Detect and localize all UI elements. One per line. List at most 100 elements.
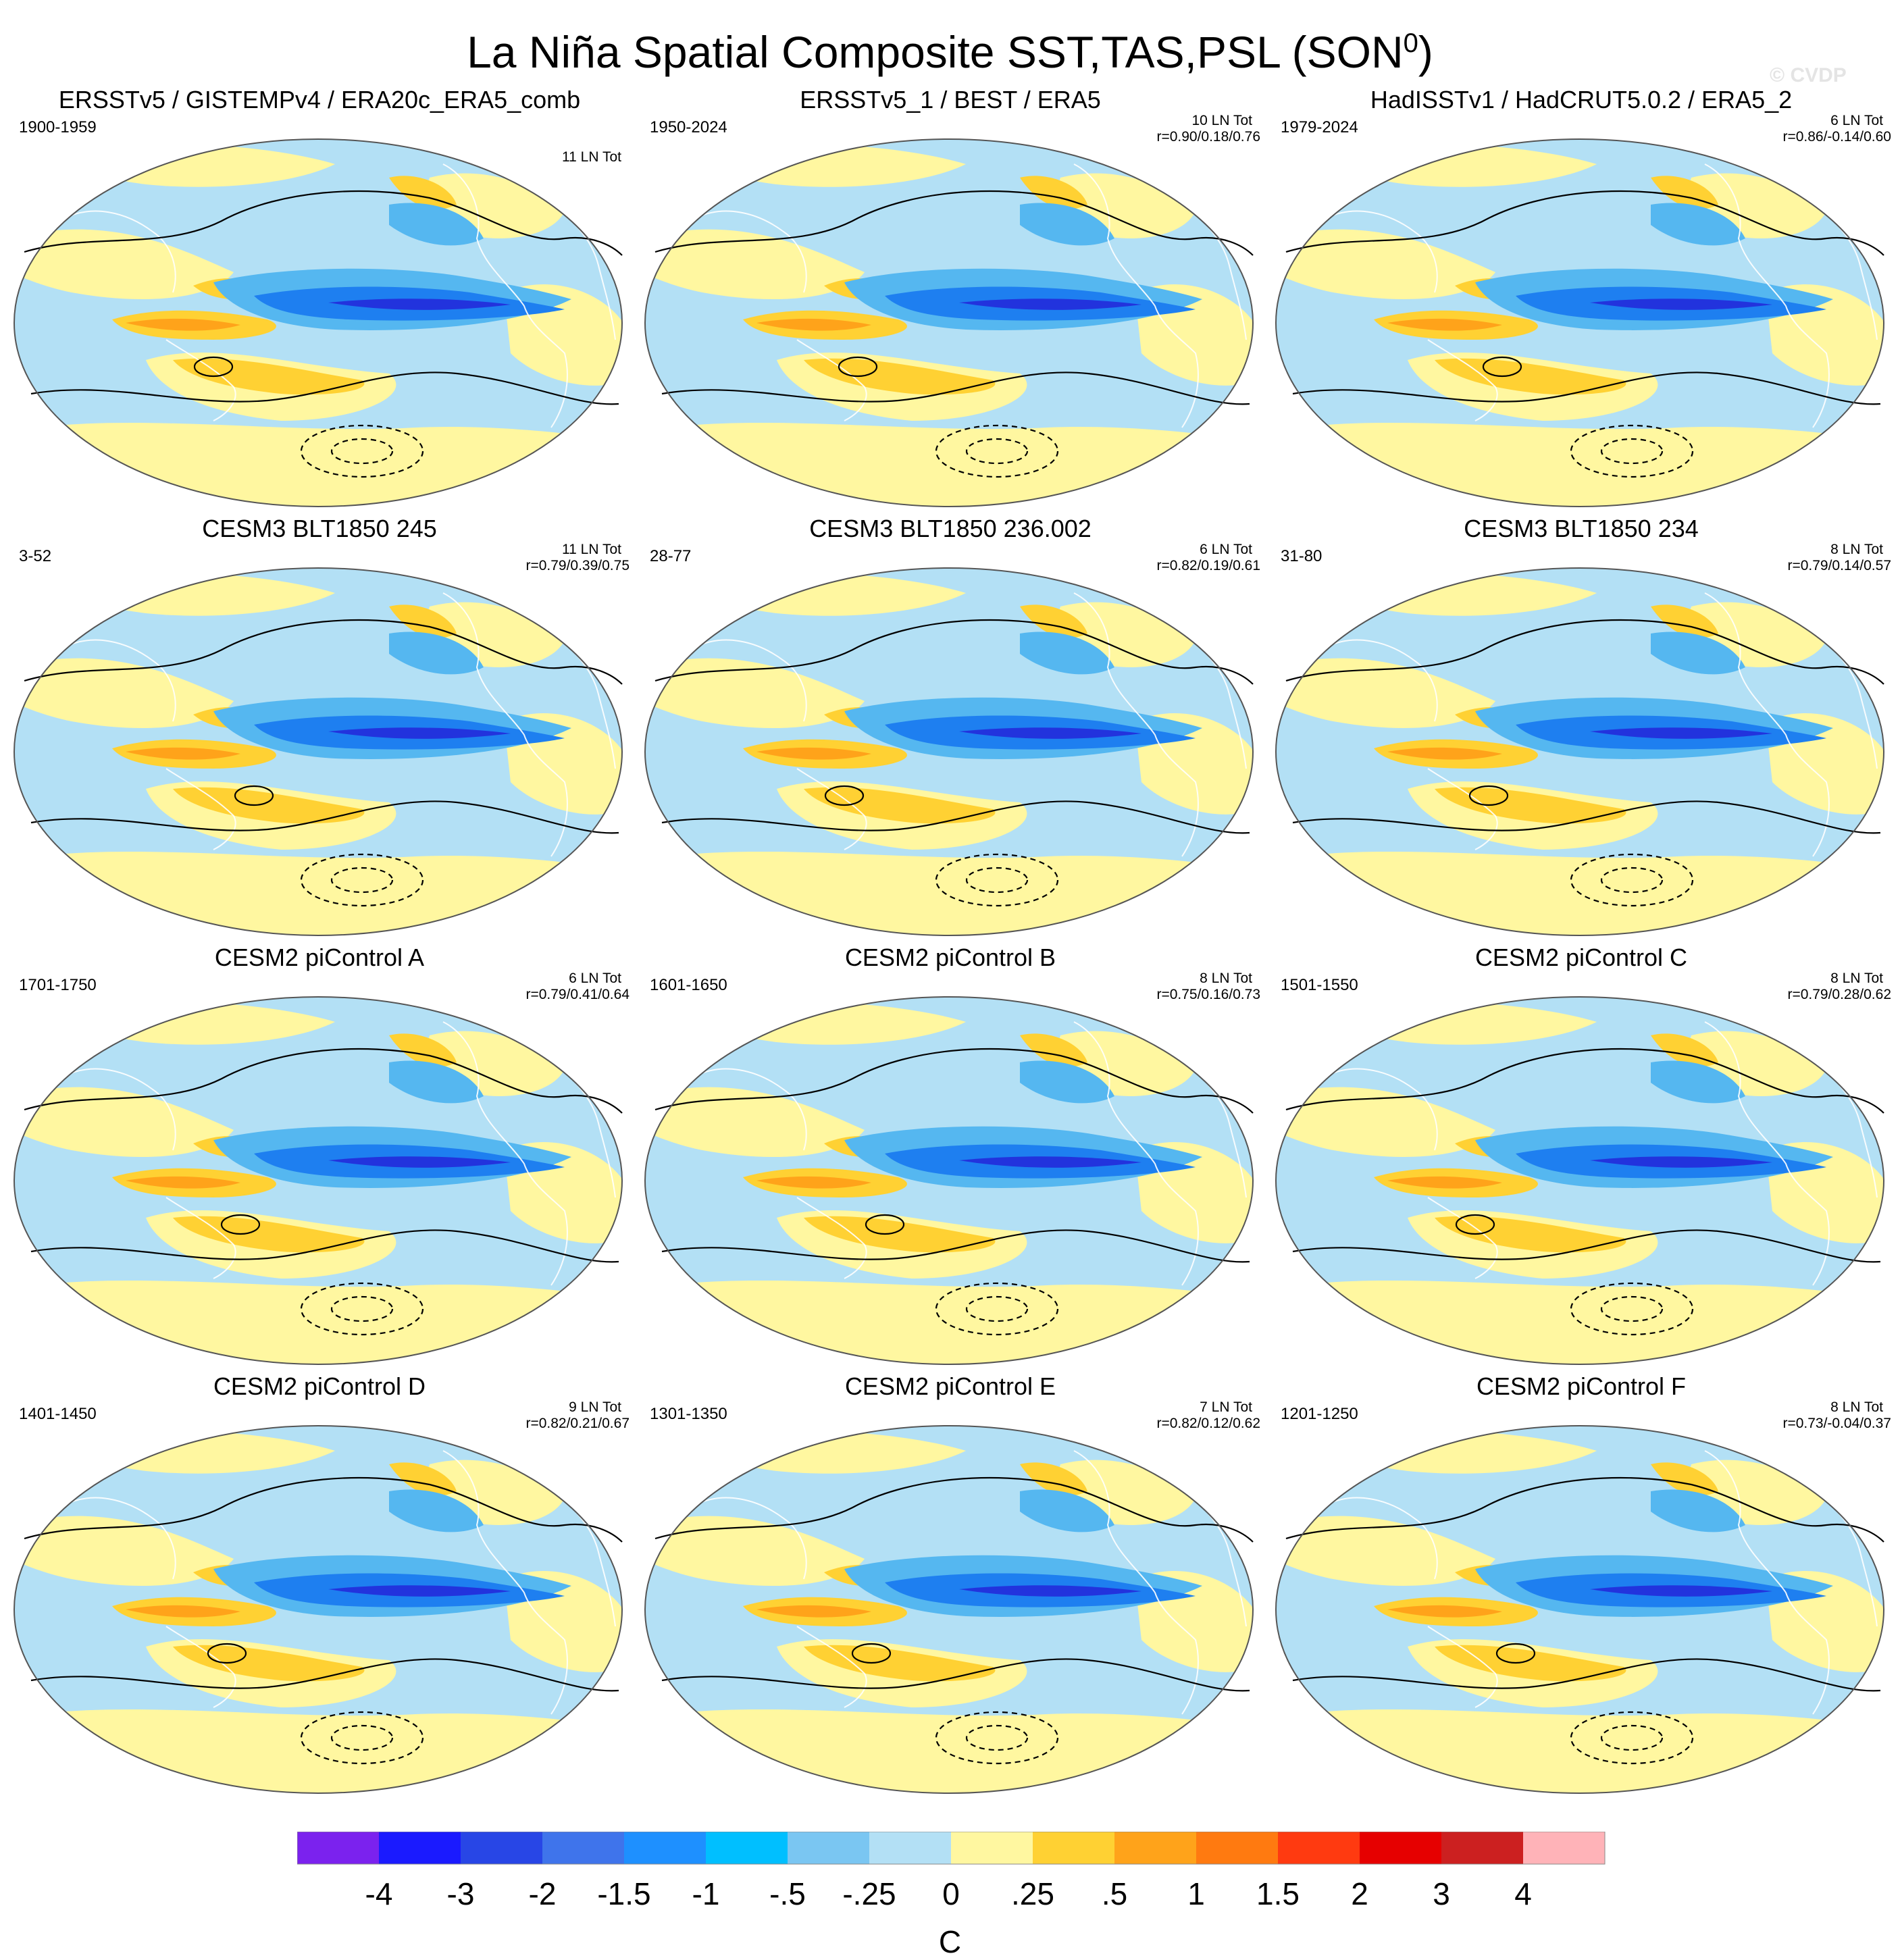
- panel-event-count: 11 LN Tot: [562, 542, 621, 557]
- robinson-map: [1275, 138, 1884, 507]
- colorbar-unit: C: [938, 1924, 962, 1959]
- panel-years: 1701-1750: [19, 976, 97, 994]
- panel-years: 1979-2024: [1281, 118, 1358, 136]
- sst-anomaly-field: [645, 997, 1253, 1364]
- colorbar-box: [1033, 1832, 1114, 1864]
- panel-event-count: 6 LN Tot: [569, 971, 621, 986]
- figure-title: La Niña Spatial Composite SST,TAS,PSL (S…: [467, 27, 1433, 77]
- colorbar-tick-label: 2: [1351, 1876, 1368, 1911]
- robinson-map: [1275, 996, 1884, 1365]
- panel-title: CESM2 piControl B: [844, 944, 1056, 971]
- panel-title: CESM2 piControl F: [1476, 1372, 1687, 1400]
- panel-correlation: r=0.90/0.18/0.76: [1156, 129, 1260, 145]
- map-panel: CESM2 piControl F 1201-1250 8 LN Tot r=0.73…: [1267, 1371, 1895, 1797]
- panel-correlation: r=0.82/0.19/0.61: [1156, 558, 1260, 573]
- colorbar-box: [1196, 1832, 1278, 1864]
- panel-event-count: 6 LN Tot: [1200, 542, 1252, 557]
- coastlines: [64, 1450, 616, 1715]
- colorbar-box: [542, 1832, 624, 1864]
- panel-years: 1401-1450: [19, 1405, 97, 1423]
- panel-title: ERSSTv5 / GISTEMPv4 / ERA20c_ERA5_comb: [58, 86, 581, 113]
- panel-years: 1301-1350: [650, 1405, 727, 1423]
- panel-correlation: r=0.79/0.28/0.62: [1787, 987, 1891, 1002]
- psl-contours: [654, 190, 1254, 478]
- colorbar-box: [1278, 1832, 1360, 1864]
- colorbar-tick-label: -3: [447, 1876, 475, 1911]
- robinson-map: [14, 138, 623, 507]
- colorbar-box: [1441, 1832, 1523, 1864]
- psl-contours: [654, 1476, 1254, 1765]
- colorbar: -4 -3 -2 -1.5 -1 -.5 -.25 0 .25 .5 1 1.5 2 3 4: [297, 1832, 1606, 1911]
- colorbar-tick-label: .5: [1102, 1876, 1127, 1911]
- sst-anomaly-field: [645, 1426, 1253, 1793]
- robinson-map: [644, 1425, 1254, 1794]
- sst-anomaly-field: [14, 568, 622, 935]
- panel-title: CESM2 piControl D: [213, 1372, 426, 1400]
- panel-correlation: r=0.82/0.21/0.67: [525, 1416, 630, 1431]
- panel-correlation: r=0.75/0.16/0.73: [1156, 987, 1260, 1002]
- panel-correlation: r=0.79/0.41/0.64: [525, 987, 630, 1002]
- psl-contours: [1285, 1048, 1884, 1336]
- panel-correlation: r=0.82/0.12/0.62: [1156, 1416, 1260, 1431]
- psl-contours: [24, 1048, 623, 1336]
- panel-event-count: 9 LN Tot: [569, 1399, 621, 1415]
- panel-title: CESM3 BLT1850 245: [202, 515, 437, 542]
- map-panel: ERSSTv5 / GISTEMPv4 / ERA20c_ERA5_comb 19…: [5, 84, 634, 510]
- map-panel: ERSSTv5_1 / BEST / ERA5 1950-2024 10 LN To…: [636, 84, 1264, 510]
- map-panel: HadISSTv1 / HadCRUT5.0.2 / ERA5_2 1979-20…: [1267, 84, 1895, 510]
- panel-years: 1501-1550: [1281, 976, 1358, 994]
- map-panel: CESM2 piControl C 1501-1550 8 LN Tot r=0.79…: [1267, 942, 1895, 1368]
- coastlines: [695, 1450, 1247, 1715]
- panel-event-count: 7 LN Tot: [1200, 1399, 1252, 1415]
- psl-contours: [24, 619, 623, 907]
- colorbar-box: [461, 1832, 542, 1864]
- panel-correlation: r=0.86/-0.14/0.60: [1782, 129, 1891, 145]
- panel-years: 1601-1650: [650, 976, 727, 994]
- colorbar-tick-label: .25: [1011, 1876, 1054, 1911]
- psl-contours: [24, 190, 623, 478]
- sst-anomaly-field: [14, 139, 622, 507]
- panel-title: CESM3 BLT1850 236.002: [809, 515, 1092, 542]
- robinson-map: [1275, 567, 1884, 936]
- cvdp-watermark: © CVDP: [1770, 64, 1847, 86]
- colorbar-tick-label: -1.5: [597, 1876, 650, 1911]
- colorbar-box: [788, 1832, 869, 1864]
- colorbar-box: [379, 1832, 461, 1864]
- map-panel: CESM2 piControl D 1401-1450 9 LN Tot r=0.82…: [5, 1371, 634, 1797]
- panel-event-count: 8 LN Tot: [1830, 971, 1883, 986]
- colorbar-tick-label: -1: [692, 1876, 720, 1911]
- psl-contours: [24, 1476, 623, 1765]
- coastlines: [695, 163, 1247, 428]
- panel-event-count: 11 LN Tot: [562, 149, 621, 165]
- map-panel: CESM3 BLT1850 236.002 28-77 6 LN Tot r=0.82…: [636, 513, 1264, 939]
- panel-event-count: 10 LN Tot: [1191, 113, 1252, 128]
- psl-contours: [654, 619, 1254, 907]
- psl-contours: [1285, 1476, 1884, 1765]
- panel-title: CESM3 BLT1850 234: [1464, 515, 1699, 542]
- colorbar-box: [1523, 1832, 1605, 1864]
- panel-title: CESM2 piControl A: [214, 944, 425, 971]
- colorbar-box: [1360, 1832, 1441, 1864]
- colorbar-tick-label: 3: [1433, 1876, 1450, 1911]
- colorbar-tick-label: -2: [529, 1876, 557, 1911]
- panel-event-count: 6 LN Tot: [1830, 113, 1883, 128]
- panel-correlation: r=0.73/-0.04/0.37: [1782, 1416, 1891, 1431]
- robinson-map: [644, 567, 1254, 936]
- colorbar-tick-label: 4: [1514, 1876, 1532, 1911]
- colorbar-box: [1114, 1832, 1196, 1864]
- panel-years: 1201-1250: [1281, 1405, 1358, 1423]
- panel-correlation: r=0.79/0.14/0.57: [1787, 558, 1891, 573]
- psl-contours: [654, 1048, 1254, 1336]
- psl-contours: [1285, 190, 1884, 478]
- panel-years: 28-77: [650, 547, 692, 565]
- map-panel: CESM2 piControl A 1701-1750 6 LN Tot r=0.79…: [5, 942, 634, 1368]
- colorbar-tick-label: 1: [1187, 1876, 1205, 1911]
- robinson-map: [14, 996, 623, 1365]
- robinson-map: [1275, 1425, 1884, 1794]
- panel-title: CESM2 piControl C: [1474, 944, 1688, 971]
- colorbar-box: [297, 1832, 379, 1864]
- colorbar-tick-label: 0: [942, 1876, 960, 1911]
- colorbar-tick-label: 1.5: [1256, 1876, 1300, 1911]
- panel-title: HadISSTv1 / HadCRUT5.0.2 / ERA5_2: [1370, 86, 1793, 113]
- panel-years: 1950-2024: [650, 118, 727, 136]
